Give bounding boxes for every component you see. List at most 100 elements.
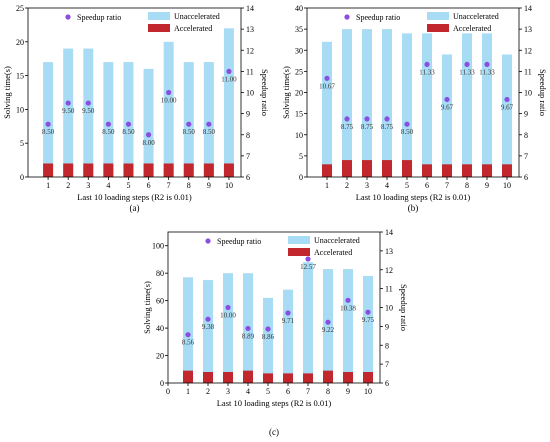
bar-accelerated (343, 372, 353, 383)
bar-unaccelerated (223, 273, 233, 383)
x-tick-label: 3 (86, 181, 90, 190)
bar-unaccelerated (323, 269, 333, 383)
bar-accelerated (263, 373, 273, 383)
y-tick-label: 40 (156, 324, 164, 333)
bar-accelerated (322, 164, 332, 177)
bar-accelerated (382, 160, 392, 177)
panel-label: (a) (130, 203, 140, 213)
bar-accelerated (43, 163, 54, 177)
data-label-speedup: 8.75 (381, 123, 394, 131)
bar-accelerated (83, 163, 94, 177)
y2-tick-label: 7 (524, 152, 528, 161)
point-speedup-ratio (305, 256, 311, 262)
x-tick-label: 6 (286, 387, 290, 396)
data-label-speedup: 8.50 (102, 128, 115, 136)
point-speedup-ratio (166, 89, 172, 96)
y2-tick-label: 13 (246, 25, 254, 34)
bar-unaccelerated (402, 33, 412, 177)
data-label-speedup: 12.57 (300, 263, 316, 271)
bar-accelerated (442, 164, 452, 177)
bar-unaccelerated (462, 33, 472, 177)
point-speedup-ratio (45, 121, 51, 127)
x-tick-label: 4 (246, 387, 250, 396)
y2-tick-label: 10 (385, 304, 393, 313)
x-tick-label: 2 (66, 181, 70, 190)
legend-label-speedup: Speedup ratio (217, 237, 261, 246)
bar-accelerated (123, 163, 134, 177)
y2-tick-label: 10 (246, 89, 254, 98)
bar-unaccelerated (83, 48, 94, 178)
x-tick-label: 7 (306, 387, 310, 396)
y-tick-label: 15 (16, 72, 24, 81)
point-speedup-ratio (145, 132, 152, 138)
x-tick-label: 7 (445, 181, 449, 190)
point-speedup-ratio (105, 121, 111, 127)
data-label-speedup: 9.75 (362, 316, 375, 324)
bar-accelerated (502, 164, 512, 177)
y2-tick-label: 12 (524, 46, 532, 55)
y-tick-label: 20 (156, 352, 164, 361)
bar-unaccelerated (363, 275, 373, 383)
y2-tick-label: 6 (524, 173, 528, 182)
point-speedup-ratio (85, 100, 91, 106)
bar-accelerated (103, 163, 114, 177)
bar-unaccelerated (442, 54, 452, 177)
bar-accelerated (323, 370, 333, 383)
x-tick-label: 6 (425, 181, 429, 190)
y-tick-label: 60 (156, 297, 164, 306)
bar-accelerated (342, 160, 352, 177)
data-label-speedup: 8.50 (203, 128, 216, 136)
legend-label-accelerated: Accelerated (453, 24, 491, 33)
y2-tick-label: 14 (246, 4, 254, 13)
y2-tick-label: 6 (385, 379, 389, 388)
y-tick-label: 100 (152, 242, 164, 251)
y2-tick-label: 14 (385, 228, 393, 237)
bar-accelerated (482, 164, 492, 177)
bar-unaccelerated (223, 28, 234, 178)
legend-label-speedup: Speedup ratio (356, 13, 400, 22)
y-tick-label: 20 (295, 89, 303, 98)
bar-unaccelerated (362, 29, 372, 177)
point-speedup-ratio (404, 121, 410, 127)
bar-accelerated (422, 164, 432, 177)
bar-accelerated (303, 373, 313, 383)
y-axis-title: Solving time(s) (142, 281, 152, 334)
point-speedup-ratio (65, 100, 71, 106)
y2-tick-label: 13 (385, 247, 393, 256)
bar-unaccelerated (123, 62, 134, 177)
x-tick-label: 10 (364, 387, 372, 396)
data-label-speedup: 8.50 (122, 128, 135, 136)
y2-tick-label: 12 (246, 46, 254, 55)
x-tick-label: 5 (126, 181, 130, 190)
legend-swatch-unaccelerated (288, 236, 310, 244)
y2-tick-label: 12 (385, 266, 393, 275)
x-tick-label: 10 (225, 181, 233, 190)
x-tick-label: 2 (345, 181, 349, 190)
y2-tick-label: 11 (385, 285, 393, 294)
bar-unaccelerated (183, 62, 194, 177)
legend-marker-speedup (65, 14, 71, 20)
data-label-speedup: 9.38 (202, 323, 215, 331)
bar-unaccelerated (43, 62, 54, 177)
bar-unaccelerated (422, 33, 432, 177)
chart-panel-1: 8.50 9.50 9.50 8.50 8.50 8.00 10.00 8.50 8.50 11.… (2, 4, 270, 213)
y-tick-label: 0 (160, 379, 164, 388)
y2-tick-label: 8 (524, 131, 528, 140)
legend-label-accelerated: Accelerated (174, 24, 212, 33)
point-speedup-ratio (206, 121, 212, 127)
x-tick-label: 1 (186, 387, 190, 396)
point-speedup-ratio (464, 61, 470, 68)
data-label-speedup: 8.56 (182, 339, 195, 347)
y-axis-title: Solving time(s) (2, 66, 12, 119)
bar-accelerated (363, 372, 373, 383)
point-speedup-ratio (345, 297, 351, 303)
bar-accelerated (203, 163, 214, 177)
data-label-speedup: 11.00 (221, 75, 237, 83)
y2-tick-label: 13 (524, 25, 532, 34)
y2-tick-label: 14 (524, 4, 532, 13)
chart-panel-3: 8.56 9.38 10.00 8.89 8.86 9.71 12.57 9.22 10.38 9… (142, 228, 409, 437)
y-tick-label: 15 (295, 110, 303, 119)
legend-label-unaccelerated: Unaccelerated (453, 12, 499, 21)
bar-accelerated (223, 372, 233, 383)
